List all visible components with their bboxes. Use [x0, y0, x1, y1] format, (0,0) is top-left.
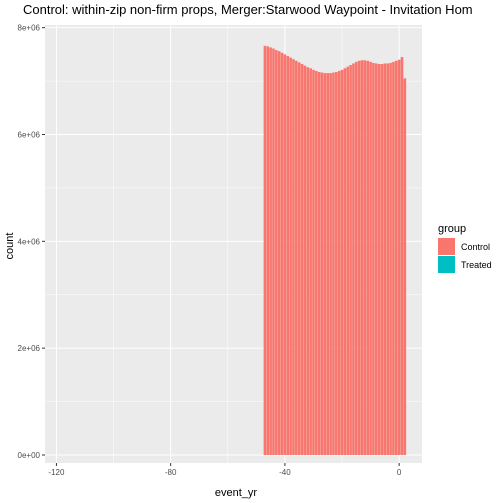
y-tick-label: 4e+06 — [18, 237, 41, 246]
bar — [369, 61, 372, 455]
bar — [272, 48, 275, 455]
bar — [383, 63, 387, 455]
y-axis: 0e+00 2e+06 4e+06 6e+06 8e+06 — [18, 24, 45, 460]
bar — [377, 63, 381, 455]
bar — [303, 65, 307, 455]
bar — [392, 61, 395, 455]
legend-label: Control — [461, 242, 490, 252]
legend-entries: Control Treated — [438, 238, 492, 273]
x-tick-label: -120 — [48, 468, 65, 477]
bar — [297, 62, 301, 455]
bar — [286, 55, 290, 455]
bar — [372, 62, 375, 455]
bar — [300, 63, 304, 455]
bar — [355, 61, 358, 455]
bar — [380, 63, 384, 455]
bar — [315, 70, 318, 455]
bar — [275, 50, 278, 455]
y-tick-label: 6e+06 — [18, 131, 41, 140]
bar — [352, 63, 355, 455]
bar — [349, 65, 352, 455]
bar — [280, 52, 284, 455]
bar — [277, 51, 281, 455]
y-tick-label: 8e+06 — [18, 24, 41, 33]
y-tick-label: 0e+00 — [18, 451, 41, 460]
x-tick-label: -40 — [279, 468, 291, 477]
bar — [329, 73, 332, 455]
bar — [375, 63, 378, 455]
legend-key — [438, 238, 455, 255]
bar — [295, 60, 298, 455]
bar — [289, 57, 292, 455]
plot-area — [45, 25, 422, 463]
bar — [292, 59, 295, 455]
bar — [343, 68, 347, 455]
bar — [309, 68, 312, 455]
bar — [395, 60, 398, 455]
bar — [346, 66, 350, 455]
bar — [340, 69, 344, 455]
bar — [337, 70, 341, 455]
bar — [306, 67, 310, 455]
y-tick-label: 2e+06 — [18, 344, 41, 353]
bar — [332, 72, 335, 455]
bar — [320, 72, 324, 455]
bar — [263, 45, 267, 455]
bar — [360, 60, 364, 455]
x-axis-title: event_yr — [215, 487, 258, 499]
bar — [266, 46, 270, 455]
x-axis: -120 -80 -40 0 — [48, 463, 402, 477]
chart-title: Control: within-zip non-firm props, Merg… — [23, 2, 473, 17]
legend: group Control Treated — [438, 223, 492, 273]
bar — [400, 57, 404, 455]
x-tick-label: -80 — [165, 468, 177, 477]
bar — [357, 60, 361, 455]
legend-key — [438, 256, 455, 273]
bar — [323, 73, 327, 455]
x-tick-label: 0 — [397, 468, 402, 477]
bar — [389, 62, 392, 455]
bar — [326, 73, 330, 455]
legend-title: group — [438, 223, 466, 235]
bars — [263, 45, 407, 455]
bar — [366, 60, 370, 455]
bar — [403, 78, 407, 455]
legend-label: Treated — [461, 260, 492, 270]
y-axis-title: count — [4, 233, 16, 260]
bar — [397, 59, 401, 455]
bar — [317, 72, 321, 455]
bar — [269, 47, 272, 455]
bar — [386, 63, 390, 455]
bar — [283, 54, 287, 455]
bar — [363, 60, 367, 455]
bar — [312, 69, 315, 455]
bar — [335, 72, 338, 455]
